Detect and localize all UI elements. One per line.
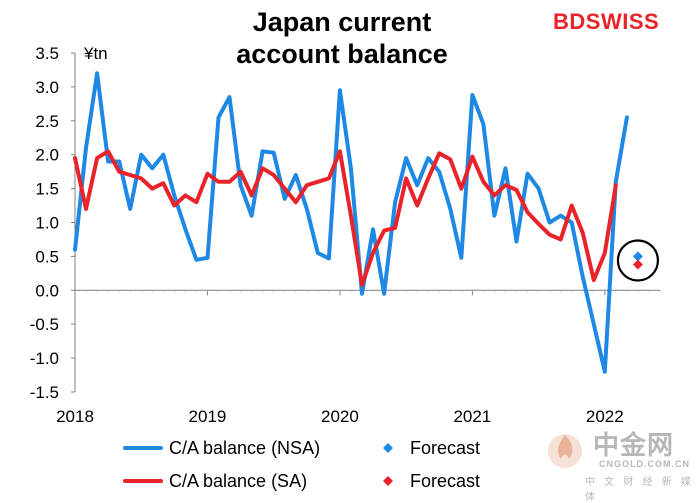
series-line-sa: [73, 149, 618, 287]
legend-forecast-nsa-swatch: [383, 443, 393, 453]
chart-title: Japan current account balance: [192, 6, 492, 70]
y-tick-label: 1.5: [35, 180, 59, 199]
watermark-sub: 中 文 财 经 新 媒 体: [585, 477, 694, 503]
x-tick-label: 2020: [321, 407, 359, 426]
x-tick-label: 2022: [586, 407, 624, 426]
forecast-highlight-circle: [616, 239, 660, 282]
chart-title-line-1: Japan current: [252, 7, 432, 37]
cngold-watermark: 中金网 CNGOLD.COM.CN 中 文 财 经 新 媒 体: [545, 425, 695, 503]
legend-forecast-sa-swatch: [383, 476, 393, 486]
watermark-url: CNGOLD.COM.CN: [599, 459, 690, 469]
y-tick-label: 3.5: [35, 44, 59, 63]
y-tick-label: -0.5: [30, 315, 59, 334]
y-tick-label: -1.5: [30, 383, 59, 402]
y-tick-label: 0.0: [35, 281, 59, 300]
legend-forecast-nsa-label: Forecast: [410, 438, 480, 458]
y-tick-label: 1.0: [35, 214, 59, 233]
legend-sa-label: C/A balance (SA): [169, 471, 307, 491]
legend-nsa-label: C/A balance (NSA): [169, 438, 320, 458]
brand-part-1: BD: [553, 9, 586, 34]
forecast-marker-sa: [632, 259, 643, 270]
forecast-marker-nsa: [632, 251, 643, 262]
y-tick-label: 0.5: [35, 247, 59, 266]
bdswiss-logo: BDSWISS: [553, 9, 659, 35]
brand-part-2: SWISS: [585, 9, 660, 34]
unit-label: ¥tn: [83, 44, 108, 63]
series-line-nsa: [73, 71, 629, 374]
x-tick-label: 2019: [189, 407, 227, 426]
y-tick-label: 2.5: [35, 112, 59, 131]
y-tick-label: 3.0: [35, 78, 59, 97]
x-tick-label: 2021: [453, 407, 491, 426]
y-tick-label: 2.0: [35, 146, 59, 165]
flame-logo-icon: [548, 434, 582, 468]
chart-title-line-2: account balance: [236, 39, 448, 69]
y-tick-label: -1.0: [30, 349, 59, 368]
legend-forecast-sa-label: Forecast: [410, 471, 480, 491]
watermark-cn: 中金网: [593, 431, 675, 461]
x-tick-label: 2018: [56, 407, 94, 426]
